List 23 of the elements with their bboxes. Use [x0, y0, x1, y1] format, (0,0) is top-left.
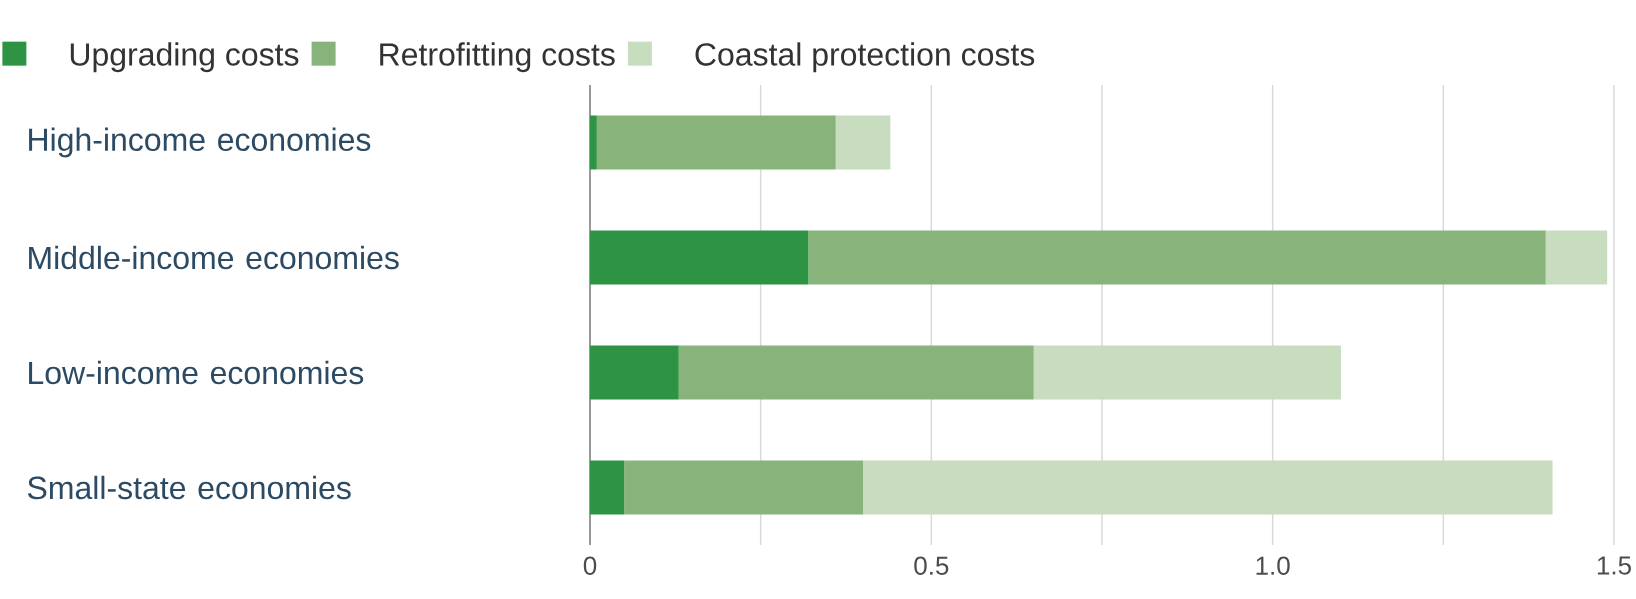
bar — [1033, 345, 1341, 400]
bar — [590, 460, 625, 515]
bar — [678, 345, 1034, 400]
legend-label: Upgrading costs — [70, 42, 299, 73]
bar — [863, 460, 1553, 515]
y-tick-label: Small-state economies — [27, 475, 351, 500]
x-tick-label: 0.5 — [914, 556, 949, 575]
legend-label: Coastal protection costs — [695, 42, 1035, 73]
legend-label: Retrofitting costs — [380, 42, 615, 73]
bar — [590, 230, 809, 285]
y-tick-label: High-income economies — [29, 127, 371, 158]
x-tick-label: 1.0 — [1256, 556, 1290, 575]
x-tick-label: 1.5 — [1597, 556, 1631, 575]
bar — [808, 230, 1546, 285]
bar — [596, 115, 836, 170]
bar — [590, 345, 679, 400]
bar — [1545, 230, 1608, 285]
y-tick-label: Middle-income economies — [29, 245, 399, 270]
x-tick-label: 0 — [583, 556, 597, 575]
y-tick-label: Low-income economies — [29, 360, 364, 385]
bar — [590, 115, 597, 170]
bar — [624, 460, 864, 515]
bar — [835, 115, 891, 170]
